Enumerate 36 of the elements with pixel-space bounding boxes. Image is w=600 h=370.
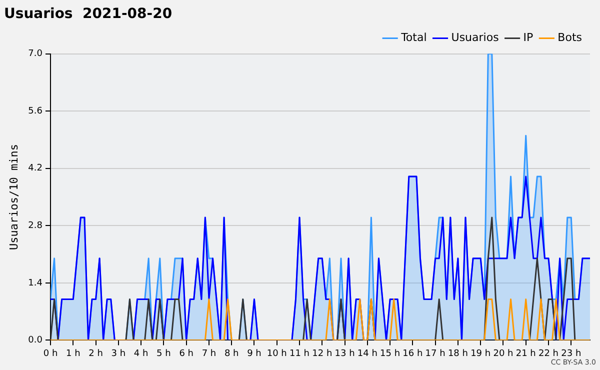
x-tick-label: 5 h (156, 348, 171, 359)
x-tick-label: 15 h (380, 348, 400, 359)
x-tick-label: 10 h (266, 348, 287, 359)
x-tick-label: 2 h (88, 348, 103, 359)
x-tick-label: 1 h (66, 348, 80, 359)
y-tick-label: 7.0 (28, 49, 43, 60)
x-tick-label: 14 h (357, 348, 378, 359)
y-tick-label: 5.6 (28, 106, 43, 116)
x-tick-label: 6 h (179, 348, 194, 359)
x-tick-label: 11 h (289, 348, 310, 359)
x-tick-label: 13 h (334, 348, 355, 359)
x-tick-label: 12 h (312, 348, 332, 359)
x-tick-label: 22 h (538, 348, 559, 359)
x-tick-label: 17 h (425, 348, 446, 359)
legend-label: Usuarios (451, 31, 500, 44)
y-tick-label: 4.2 (28, 164, 43, 174)
y-tick-label: 2.8 (28, 220, 43, 231)
x-tick-label: 21 h (516, 348, 536, 359)
x-tick-label: 9 h (247, 348, 262, 359)
y-tick-label: 1.4 (28, 278, 43, 288)
x-tick-label: 16 h (402, 348, 423, 359)
x-tick-label: 7 h (202, 348, 216, 359)
legend-label: IP (523, 31, 534, 44)
y-axis-title: Usuarios/10 mins (7, 144, 20, 250)
legend-label: Total (400, 31, 427, 44)
x-tick-label: 23 h (561, 348, 582, 359)
x-tick-label: 4 h (134, 348, 148, 359)
x-tick-label: 0 h (43, 348, 58, 359)
x-tick-label: 18 h (448, 348, 468, 359)
x-tick-label: 20 h (493, 348, 514, 359)
y-tick-label: 0.0 (28, 336, 43, 346)
x-tick-label: 8 h (224, 348, 239, 359)
legend-label: Bots (558, 31, 582, 44)
x-tick-label: 3 h (111, 348, 126, 359)
chart-title: Usuarios 2021-08-20 (4, 6, 172, 22)
x-tick-label: 19 h (470, 348, 491, 359)
